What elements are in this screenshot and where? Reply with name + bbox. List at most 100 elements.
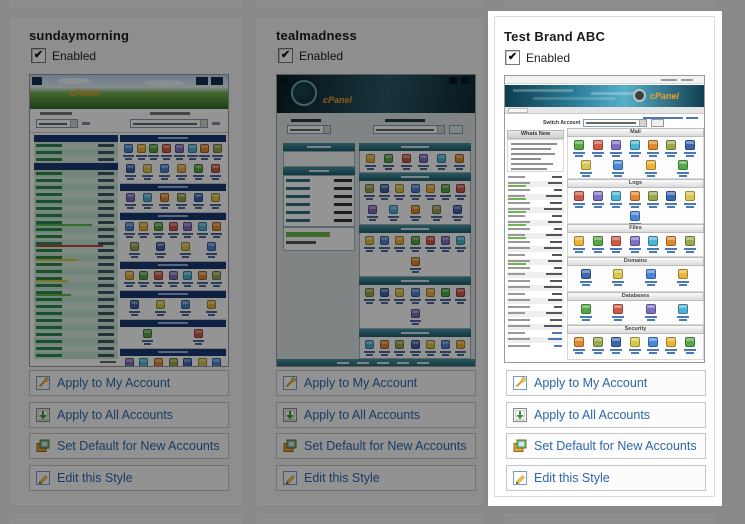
thumb-icon (368, 205, 378, 214)
dropdown-select[interactable] (130, 119, 208, 128)
thumb-icon (666, 191, 677, 201)
edit-style-button[interactable]: Edit this Style (276, 465, 476, 491)
thumb-icon (684, 191, 695, 201)
dropdown-select[interactable] (287, 125, 331, 134)
thumb-icon (581, 304, 592, 314)
button-label: Apply to All Accounts (57, 408, 174, 422)
enabled-label: Enabled (526, 51, 571, 65)
thumb-section-header (359, 143, 471, 151)
thumb-icon (437, 154, 446, 163)
wand-page-icon (283, 376, 297, 390)
thumb-section-body (359, 181, 471, 225)
thumb-icon (440, 288, 450, 297)
apply-my-account-button[interactable]: Apply to My Account (29, 370, 229, 396)
enabled-checkbox[interactable]: ✔ (31, 48, 46, 63)
apply-my-account-button[interactable]: Apply to My Account (276, 370, 476, 396)
thumb-icon (455, 340, 465, 349)
thumb-icon (380, 184, 390, 193)
thumb-icon (684, 337, 695, 347)
thumb-section-body (120, 142, 226, 184)
enabled-checkbox[interactable]: ✔ (278, 48, 293, 63)
thumb-section-header (120, 291, 226, 298)
thumb-section-body (120, 191, 226, 213)
thumb-icon (365, 184, 375, 193)
apply-my-account-button[interactable]: Apply to My Account (506, 370, 706, 396)
thumb-icon (611, 337, 622, 347)
thumb-icon (440, 236, 450, 245)
thumb-icon (395, 340, 405, 349)
thumb-section-body (567, 188, 704, 228)
style-preview-thumbnail[interactable]: cPanel Switch Account Whats New Mail Logs Fil… (504, 75, 705, 363)
enabled-label: Enabled (52, 49, 97, 63)
apply-all-accounts-button[interactable]: Apply to All Accounts (29, 402, 229, 428)
cpanel-logo-text: cPanel (70, 88, 100, 98)
thumb-icon (160, 164, 169, 173)
enabled-label: Enabled (299, 49, 344, 63)
thumb-icon (645, 304, 656, 314)
thumb-section-header (359, 329, 471, 337)
thumb-icon (212, 358, 222, 366)
thumb-icon (212, 222, 222, 231)
button-label: Edit this Style (304, 471, 380, 485)
style-preview-thumbnail[interactable]: cPanel (29, 74, 229, 367)
set-default-button[interactable]: Set Default for New Accounts (29, 433, 229, 459)
next-row-card-stub (10, 514, 242, 524)
button-label: Set Default for New Accounts (304, 439, 467, 453)
thumb-icon (181, 300, 191, 309)
button-label: Apply to All Accounts (534, 408, 651, 422)
thumb-icon (194, 164, 203, 173)
go-button (651, 119, 664, 127)
thumb-icon (380, 288, 390, 297)
edit-style-button[interactable]: Edit this Style (29, 465, 229, 491)
thumb-topbar (505, 76, 704, 84)
thumb-icon (629, 140, 640, 150)
thumb-icon (574, 337, 585, 347)
thumb-icon (452, 205, 462, 214)
apply-all-accounts-button[interactable]: Apply to All Accounts (506, 402, 706, 428)
set-default-button[interactable]: Set Default for New Accounts (276, 433, 476, 459)
thumb-icon (384, 154, 393, 163)
thumb-usage-box (283, 227, 355, 251)
thumb-icon (153, 358, 163, 366)
enabled-checkbox[interactable]: ✔ (505, 50, 520, 65)
thumb-icon (206, 300, 216, 309)
thumb-icon (168, 271, 178, 280)
thumb-icon (365, 288, 375, 297)
thumb-section-header: Logs (567, 179, 704, 188)
thumb-icon (611, 140, 622, 150)
thumb-section-body (567, 334, 704, 360)
edit-style-button[interactable]: Edit this Style (506, 465, 706, 491)
thumb-icon (123, 144, 133, 153)
thumb-icon (410, 257, 420, 266)
dropdown-select[interactable] (36, 119, 78, 128)
thumb-icon (174, 144, 184, 153)
style-card-sundaymorning: sundaymorning ✔ Enabled cPanel Apply to … (10, 18, 242, 505)
thumb-icon (197, 271, 207, 280)
apply-all-icon (513, 408, 527, 422)
set-default-button[interactable]: Set Default for New Accounts (506, 433, 706, 459)
thumb-icon (153, 271, 163, 280)
thumb-icon (431, 205, 441, 214)
thumb-icon (677, 304, 688, 314)
thumb-icon (153, 222, 163, 231)
thumb-section-body (120, 356, 226, 366)
thumb-icon (581, 160, 592, 170)
apply-all-accounts-button[interactable]: Apply to All Accounts (276, 402, 476, 428)
thumb-icon (168, 222, 178, 231)
thumb-switch-row (30, 109, 228, 133)
thumb-section-header (120, 135, 226, 142)
dropdown-select[interactable] (373, 125, 445, 134)
thumb-icon (136, 144, 146, 153)
thumb-icon (592, 140, 603, 150)
thumb-section-header (359, 173, 471, 181)
thumb-icon (177, 164, 186, 173)
style-preview-thumbnail[interactable]: cPanel (276, 74, 476, 367)
dropdown-select[interactable] (583, 119, 647, 127)
thumb-icon (160, 193, 169, 202)
thumb-section-body (359, 337, 471, 359)
thumb-banner: cPanel (277, 75, 475, 113)
previous-row-card-stub (504, 0, 715, 7)
thumb-icon (677, 160, 688, 170)
thumb-section-body (567, 301, 704, 325)
thumb-icon (410, 184, 420, 193)
